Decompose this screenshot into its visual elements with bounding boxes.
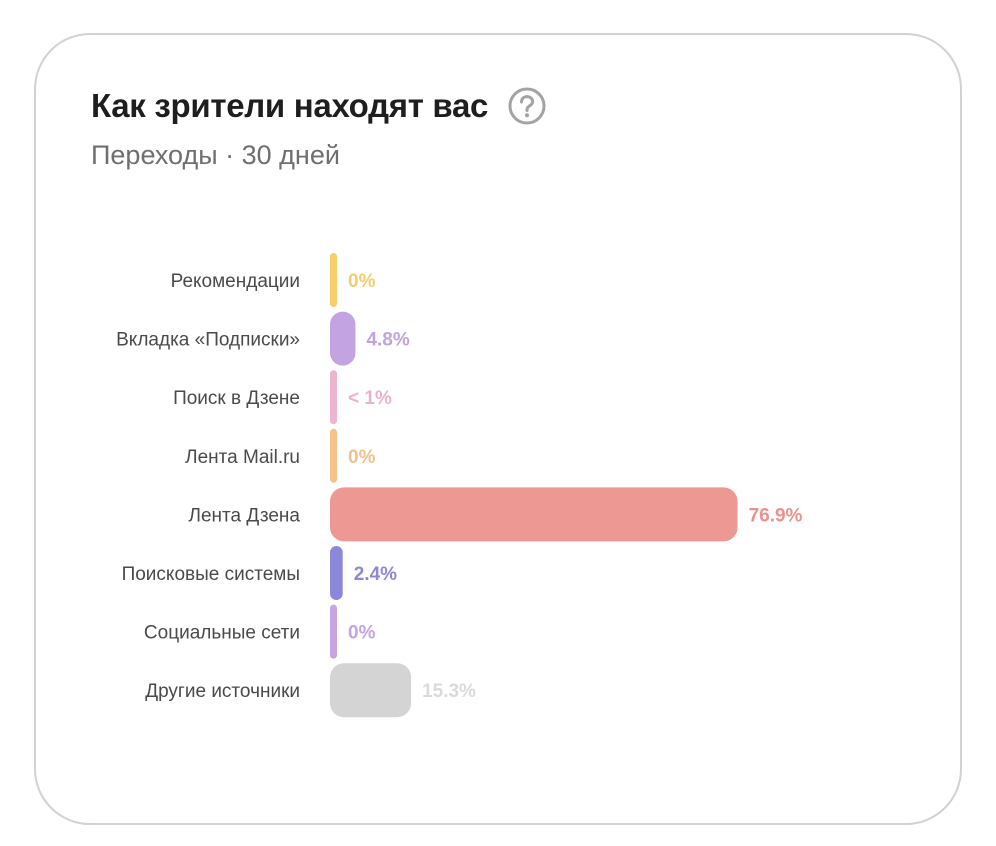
value-label: 0% [348,447,376,468]
value-label: < 1% [348,388,392,409]
bar[interactable] [330,428,337,483]
category-label: Социальные сети [144,623,300,644]
category-label: Поисковые системы [122,564,300,585]
question-circle-icon[interactable] [508,87,546,125]
category-label: Рекомендации [171,271,300,292]
value-label: 2.4% [354,564,397,585]
category-label: Другие источники [145,681,300,702]
category-label: Вкладка «Подписки» [116,330,300,351]
value-label: 76.9% [749,505,803,526]
value-label: 15.3% [422,681,476,702]
card-header: Как зрители находят вас [91,82,546,130]
card-title: Как зрители находят вас [91,87,489,124]
bar[interactable] [330,663,412,718]
category-label: Лента Дзена [189,505,301,526]
bar[interactable] [330,253,337,307]
category-label: Поиск в Дзене [173,388,300,409]
bar[interactable] [330,546,343,600]
bar[interactable] [330,487,738,542]
value-label: 0% [348,623,376,644]
bar[interactable] [330,311,356,366]
bar[interactable] [330,604,337,659]
card-subtitle: Переходы · 30 дней [91,140,340,170]
traffic-sources-card [34,33,962,825]
value-label: 0% [348,271,376,292]
category-label: Лента Mail.ru [185,447,300,468]
value-label: 4.8% [366,330,409,351]
bar[interactable] [330,370,337,425]
